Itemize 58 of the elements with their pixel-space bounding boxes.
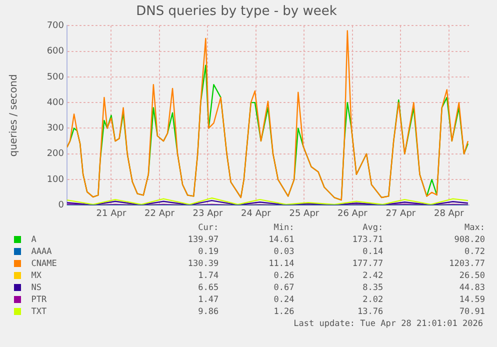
y-tick-label: 500 (46, 72, 64, 82)
text: 0.67 (272, 282, 296, 294)
text: 0.24 (272, 294, 296, 306)
text: Cur: (197, 222, 220, 234)
text: 0.72 (464, 246, 486, 258)
text: 173.71 (351, 234, 384, 246)
y-tick-label: 0 (58, 200, 64, 211)
text: Avg: (362, 222, 384, 234)
y-tick-label: 400 (46, 98, 64, 108)
x-tick-label: 26 Apr (337, 208, 368, 219)
x-tick-label: 23 Apr (192, 208, 223, 219)
text: 8.35 (362, 282, 384, 294)
y-axis-title: queries / second (8, 74, 20, 157)
text: 1203.77 (448, 258, 486, 270)
legend-label: AAAA (30, 247, 52, 257)
x-tick-label: 24 Apr (240, 208, 272, 219)
text: 0.03 (272, 246, 296, 258)
x-tick-label: 28 Apr (434, 208, 464, 219)
text: 70.91 (458, 306, 486, 318)
text: 0.26 (272, 270, 296, 282)
text: 2.02 (362, 294, 384, 306)
y-tick-label: 200 (46, 149, 64, 160)
text: 9.86 (197, 306, 220, 318)
text: Last update: Tue Apr 28 21:01:01 2026 (292, 318, 483, 330)
text: 11.14 (268, 258, 296, 270)
x-tick-label: 27 Apr (386, 208, 416, 219)
x-tick-label: 22 Apr (144, 208, 175, 219)
y-tick-label: 600 (46, 46, 64, 57)
legend-label: A (30, 235, 36, 245)
text: 13.76 (356, 306, 384, 318)
text: 44.83 (458, 282, 486, 294)
chart-title: DNS queries by type - by week (136, 4, 338, 20)
text: 139.97 (186, 234, 220, 246)
legend-label: NS (30, 283, 42, 293)
legend-label: TXT (30, 307, 47, 317)
text: Min: (272, 222, 296, 234)
text: 1.26 (272, 306, 296, 318)
text: 177.77 (351, 258, 384, 270)
y-tick-label: 700 (46, 20, 64, 31)
legend-label: CNAME (30, 259, 57, 269)
text: Max: (464, 222, 486, 234)
text: 26.50 (458, 270, 486, 282)
text: 0.19 (197, 246, 220, 258)
text: 14.59 (458, 294, 486, 306)
text: 14.61 (268, 234, 296, 246)
x-tick-label: 25 Apr (289, 208, 320, 219)
text: 908.20 (453, 234, 486, 246)
x-tick-label: 21 Apr (96, 208, 126, 219)
y-tick-label: 300 (46, 124, 64, 134)
legend-label: PTR (30, 295, 47, 305)
legend-label: MX (30, 271, 42, 281)
text: 1.47 (197, 294, 220, 306)
text: 0.14 (362, 246, 384, 258)
text: 1.74 (197, 270, 220, 282)
y-tick-label: 100 (46, 174, 64, 185)
text: 6.65 (197, 282, 220, 294)
text: 2.42 (362, 270, 384, 282)
text: 130.39 (186, 258, 220, 270)
